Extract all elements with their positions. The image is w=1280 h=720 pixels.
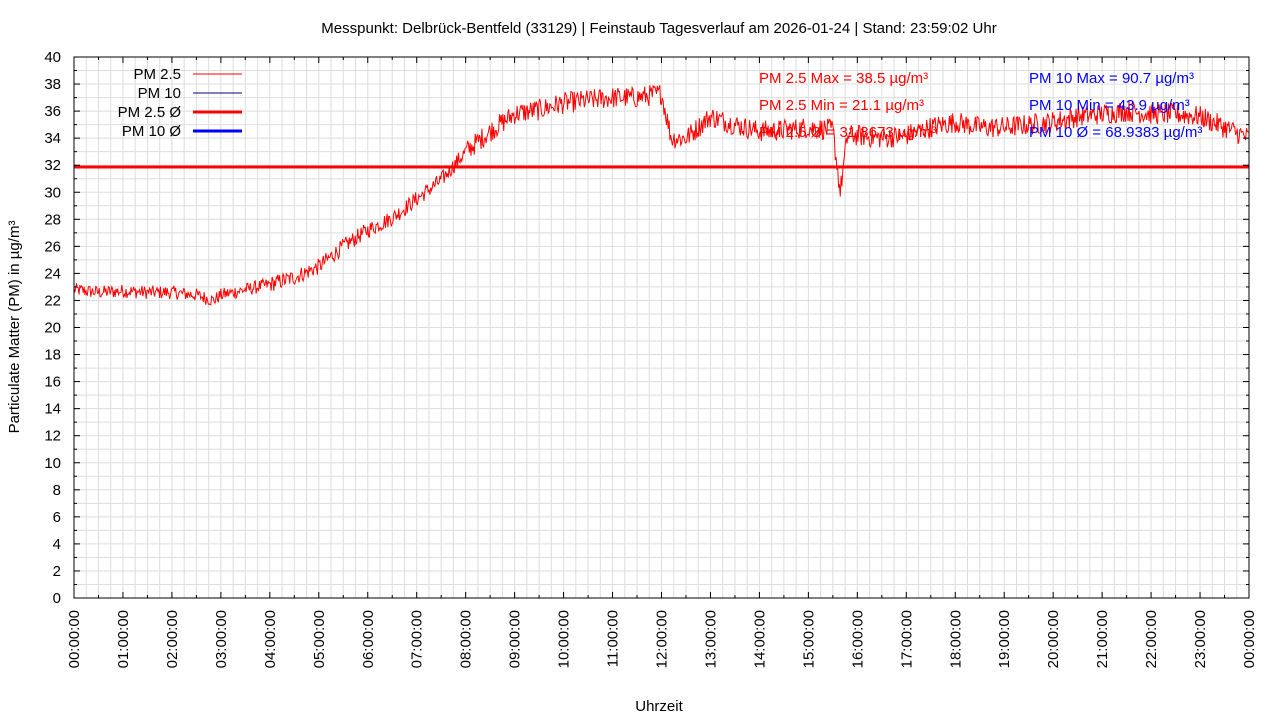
y-tick-label: 22 xyxy=(44,292,61,309)
annotation-pm25-min: PM 2.5 Min = 21.1 µg/m³ xyxy=(759,97,924,114)
annotation-pm10-min: PM 10 Min = 43.9 µg/m³ xyxy=(1029,97,1190,114)
y-tick-label: 16 xyxy=(44,374,61,391)
y-axis-label: Particulate Matter (PM) in µg/m³ xyxy=(6,221,23,434)
x-tick-label: 20:00:00 xyxy=(1045,610,1062,668)
series-layer xyxy=(73,84,1250,306)
y-tick-label: 18 xyxy=(44,347,61,364)
y-tick-label: 0 xyxy=(53,590,61,607)
x-tick-label: 00:00:00 xyxy=(66,610,83,668)
x-tick-label: 12:00:00 xyxy=(654,610,671,668)
annotation-pm10-avg: PM 10 Ø = 68.9383 µg/m³ xyxy=(1029,124,1202,141)
x-tick-label: 03:00:00 xyxy=(213,610,230,668)
x-tick-label: 04:00:00 xyxy=(262,610,279,668)
annotation-pm25-avg: PM 2.5 Ø = 31.8673 µg/m³ xyxy=(759,124,936,141)
x-tick-labels: 00:00:00 01:00:00 02:00:00 03:00:00 04:00:00… xyxy=(66,610,1258,668)
y-tick-label: 28 xyxy=(44,211,61,228)
x-tick-label: 13:00:00 xyxy=(702,610,719,668)
x-tick-label: 10:00:00 xyxy=(556,610,573,668)
legend: PM 2.5 PM 10 PM 2.5 Ø PM 10 Ø xyxy=(118,66,242,140)
x-tick-label: 11:00:00 xyxy=(605,610,622,667)
x-tick-label: 05:00:00 xyxy=(311,610,328,668)
grid-layer xyxy=(73,56,1250,599)
y-tick-label: 30 xyxy=(44,184,61,201)
x-tick-label: 19:00:00 xyxy=(996,610,1013,668)
x-tick-label: 02:00:00 xyxy=(164,610,181,668)
x-tick-label: 22:00:00 xyxy=(1143,610,1160,668)
x-tick-label: 08:00:00 xyxy=(458,610,475,668)
y-tick-label: 2 xyxy=(53,563,61,580)
y-tick-label: 34 xyxy=(44,130,61,147)
tick-layer xyxy=(73,56,1250,599)
y-tick-label: 32 xyxy=(44,157,61,174)
x-axis-label: Uhrzeit xyxy=(635,698,683,715)
x-tick-label: 17:00:00 xyxy=(898,610,915,668)
y-tick-label: 38 xyxy=(44,76,61,93)
annotations: PM 2.5 Max = 38.5 µg/m³ PM 2.5 Min = 21.… xyxy=(759,70,1202,141)
legend-label-pm10-avg: PM 10 Ø xyxy=(122,123,182,140)
x-tick-label: 09:00:00 xyxy=(507,610,524,668)
x-tick-label: 06:00:00 xyxy=(360,610,377,668)
x-tick-label: 23:00:00 xyxy=(1192,610,1209,668)
y-tick-label: 24 xyxy=(44,265,61,282)
annotation-pm10-max: PM 10 Max = 90.7 µg/m³ xyxy=(1029,70,1194,87)
x-tick-label: 21:00:00 xyxy=(1094,610,1111,668)
y-tick-label: 10 xyxy=(44,455,61,472)
y-tick-label: 8 xyxy=(53,482,61,499)
series-line-pm25 xyxy=(73,84,1250,306)
x-tick-label: 18:00:00 xyxy=(947,610,964,668)
y-tick-label: 14 xyxy=(44,401,61,418)
y-tick-label: 26 xyxy=(44,238,61,255)
legend-label-pm25-avg: PM 2.5 Ø xyxy=(118,104,182,121)
y-tick-label: 4 xyxy=(53,536,61,553)
x-tick-label: 14:00:00 xyxy=(751,610,768,668)
y-tick-label: 40 xyxy=(44,49,61,66)
y-tick-label: 36 xyxy=(44,103,61,120)
y-tick-label: 6 xyxy=(53,509,61,526)
chart-title: Messpunkt: Delbrück-Bentfeld (33129) | F… xyxy=(321,20,996,37)
y-tick-label: 12 xyxy=(44,428,61,445)
legend-label-pm25: PM 2.5 xyxy=(133,66,181,83)
legend-label-pm10: PM 10 xyxy=(138,85,181,102)
x-tick-label: 15:00:00 xyxy=(800,610,817,668)
x-tick-label: 16:00:00 xyxy=(849,610,866,668)
x-tick-label: 01:00:00 xyxy=(115,610,132,668)
annotation-pm25-max: PM 2.5 Max = 38.5 µg/m³ xyxy=(759,70,928,87)
y-tick-label: 20 xyxy=(44,320,61,337)
x-tick-label: 00:00:00 xyxy=(1241,610,1258,668)
x-tick-label: 07:00:00 xyxy=(409,610,426,668)
